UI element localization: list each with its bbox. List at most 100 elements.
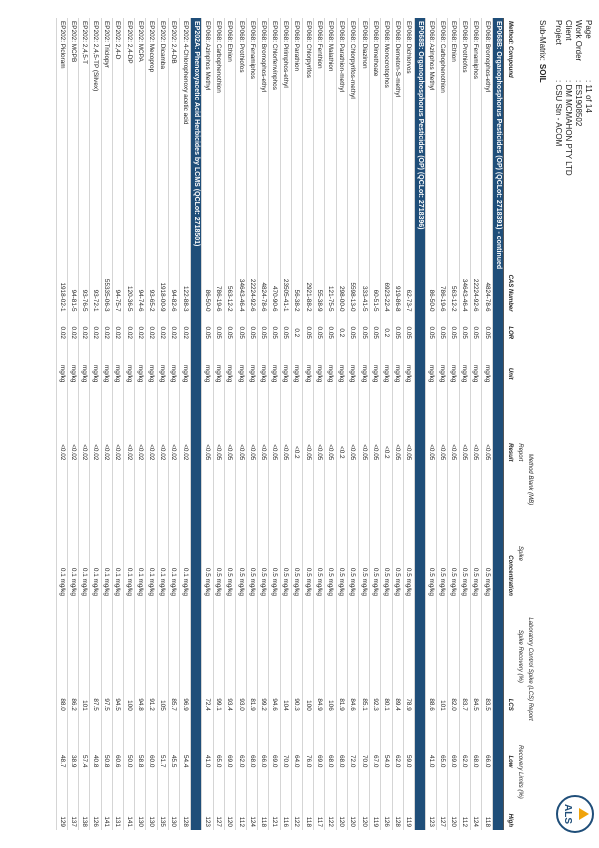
header-label: Project — [554, 20, 563, 45]
cell: <0.05 — [313, 396, 325, 509]
cell: 141 — [123, 770, 135, 830]
cell: EP202: Mecoprop — [145, 18, 158, 231]
column-header: Concentration — [503, 508, 515, 599]
cell: 0.02 — [67, 314, 79, 351]
cell: 99.2 — [257, 598, 269, 714]
cell: 93.4 — [224, 598, 236, 714]
cell: 94-74-6 — [134, 230, 146, 315]
cell: 0.05 — [224, 314, 236, 351]
cell: 1918-02-1 — [56, 230, 68, 315]
cell: 78.9 — [403, 598, 415, 714]
cell: 68.0 — [336, 713, 348, 771]
cell: 96.9 — [179, 598, 191, 714]
cell: 62-73-7 — [403, 230, 415, 315]
cell: 58.8 — [134, 713, 146, 771]
cell: 122 — [291, 770, 303, 830]
cell: 128 — [392, 770, 404, 830]
cell: 4824-78-6 — [257, 230, 269, 315]
cell: 40.8 — [90, 713, 102, 771]
cell: EP202: Dicamba — [157, 18, 169, 231]
cell: EP068: Dichlorvos — [403, 18, 415, 231]
cell: 0.1 mg/kg — [179, 508, 191, 599]
header-value: : DM MCMAHON PTY LTD — [564, 80, 573, 176]
cell: 82.0 — [448, 598, 460, 714]
cell: EP068: Carbophenothion — [436, 18, 448, 231]
cell: 105 — [157, 598, 169, 714]
cell: 119 — [403, 770, 415, 830]
data-row: EP068: Dichlorvos 62-73-7 0.05 mg/kg <0.05 0.… — [403, 18, 415, 830]
cell: <0.05 — [347, 396, 359, 509]
cell: 0.2 — [336, 314, 348, 351]
data-row: EP068: Pirimphos-ethyl 23505-41-1 0.05 mg/k… — [280, 18, 292, 830]
cell: 55335-06-3 — [101, 230, 113, 315]
cell: 70.0 — [280, 713, 292, 771]
cell: mg/kg — [101, 350, 113, 397]
group-header: Spike — [516, 546, 523, 562]
logo: ALS — [556, 795, 594, 833]
cell: 0.02 — [145, 314, 158, 351]
cell: 0.1 mg/kg — [78, 508, 90, 599]
cell: 0.02 — [157, 314, 169, 351]
cell: 121-75-5 — [324, 230, 337, 315]
cell: 86-50-0 — [201, 230, 214, 315]
cell: <0.02 — [157, 396, 169, 509]
cell: 0.05 — [313, 314, 325, 351]
cell: 0.1 mg/kg — [157, 508, 169, 599]
cell: EP068: Ethion — [224, 18, 236, 231]
cell: 0.5 mg/kg — [313, 508, 325, 599]
cell: 76.0 — [302, 713, 314, 771]
cell: mg/kg — [269, 350, 281, 397]
cell: EP068: Fenamiphos — [470, 18, 482, 231]
cell: 0.02 — [112, 314, 124, 351]
cell: <0.02 — [90, 396, 102, 509]
cell: 0.05 — [302, 314, 314, 351]
cell: 94.8 — [134, 598, 146, 714]
cell: mg/kg — [134, 350, 146, 397]
header-value: : CSU Stn - ACOM — [554, 80, 563, 147]
cell: 0.05 — [358, 314, 370, 351]
cell: 123 — [425, 770, 437, 830]
cell: EP068: Parathion-methyl — [336, 18, 348, 231]
cell: 128 — [179, 770, 191, 830]
data-row: EP202: 2,4-DB 94-82-6 0.02 mg/kg <0.02 0.1 mg… — [168, 18, 180, 830]
group-header: Laboratory Control Spike (LCS) Report — [526, 617, 533, 721]
cell: EP068: Bromophos-ethyl — [481, 18, 493, 231]
cell: 0.5 mg/kg — [481, 508, 493, 599]
cell: EP068: Azinphos Methyl — [425, 18, 437, 231]
cell: 124 — [470, 770, 482, 830]
column-header: CAS Number — [503, 230, 515, 315]
header-label: Page — [584, 20, 593, 39]
cell: 121 — [269, 770, 281, 830]
cell: 0.02 — [123, 314, 135, 351]
cell: mg/kg — [123, 350, 135, 397]
cell: 0.5 mg/kg — [269, 508, 281, 599]
section-row: EP202A: Phenoxyacetic Acid Herbicides by… — [190, 18, 202, 830]
cell: 126 — [380, 770, 393, 830]
cell: <0.02 — [67, 396, 79, 509]
data-row: EP068: Carbophenothion 786-19-6 0.05 mg/kg <… — [436, 18, 448, 830]
cell: 0.1 mg/kg — [67, 508, 79, 599]
sub-matrix: Sub-Matrix: SOIL — [538, 20, 547, 83]
column-header: Unit — [503, 350, 515, 397]
cell: 0.1 mg/kg — [101, 508, 113, 599]
cell: EP202: 2,4-DB — [168, 18, 180, 231]
cell: 68.0 — [246, 713, 258, 771]
cell: 41.0 — [425, 713, 437, 771]
cell: 333-41-5 — [358, 230, 370, 315]
data-row: EP068: Demeton-S-methyl 919-86-8 0.05 mg/kg… — [392, 18, 404, 830]
cell: 122 — [324, 770, 337, 830]
cell: 0.1 mg/kg — [90, 508, 102, 599]
cell: 93-72-1 — [90, 230, 102, 315]
data-row: EP202: MCPA 94-74-6 0.02 mg/kg <0.02 0.1 mg/k… — [134, 18, 146, 830]
cell: 48.7 — [56, 713, 68, 771]
cell: 45.5 — [168, 713, 180, 771]
data-row: EP068: Parathion 56-38-2 0.2 mg/kg <0.2 0.5 m… — [291, 18, 303, 830]
cell: 57.4 — [78, 713, 90, 771]
cell: 22224-92-6 — [470, 230, 482, 315]
cell: 0.02 — [56, 314, 68, 351]
cell: EP068: Bromophos-ethyl — [257, 18, 269, 231]
cell: 0.02 — [90, 314, 102, 351]
cell: 0.5 mg/kg — [392, 508, 404, 599]
cell: mg/kg — [90, 350, 102, 397]
cell: 0.5 mg/kg — [459, 508, 471, 599]
